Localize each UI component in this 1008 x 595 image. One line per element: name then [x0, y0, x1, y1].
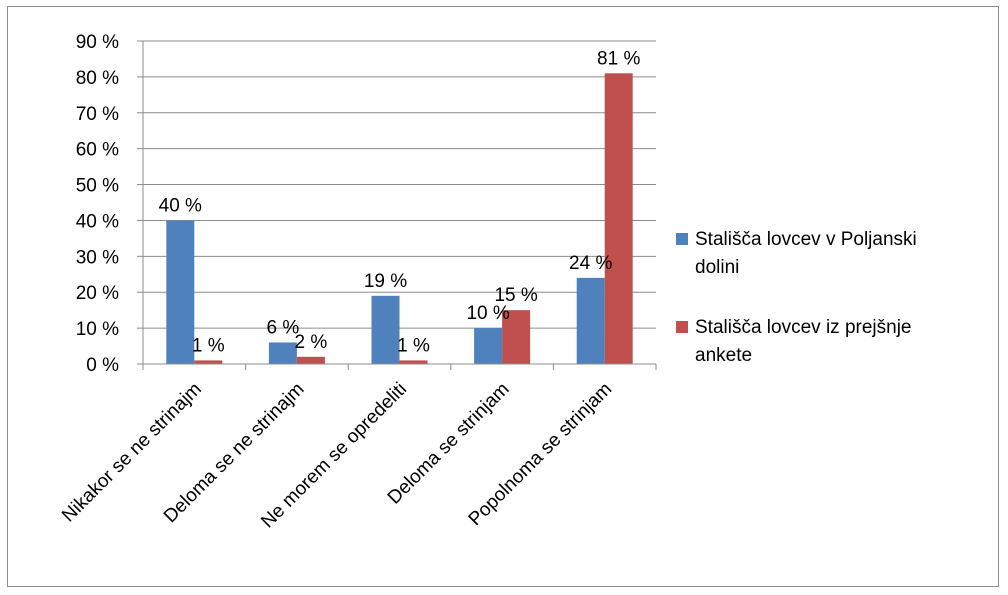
data-label: 15 %: [494, 285, 537, 306]
legend-label: Stališča lovcev v Poljanski: [695, 229, 917, 250]
data-label: 24 %: [569, 253, 612, 274]
data-labels: 40 % 1 % 6 %2 % 19 % 1 % 10 %15 % 24 % 81 %: [159, 48, 641, 356]
legend-label: ankete: [695, 345, 752, 366]
data-label: 81 %: [597, 48, 640, 69]
y-tick-label: 50 %: [76, 176, 119, 197]
data-label: 10 %: [466, 303, 509, 324]
y-tick-label: 0 %: [86, 355, 119, 376]
bar: [194, 360, 223, 364]
legend-swatch: [676, 233, 688, 245]
bar: [576, 277, 605, 364]
y-tick-label: 90 %: [76, 32, 119, 53]
bar: [604, 73, 633, 365]
bar: [474, 328, 503, 364]
y-tick-label: 40 %: [76, 211, 119, 232]
y-tick-label: 60 %: [76, 140, 119, 161]
legend: Stališča lovcev v Poljanski dolini Stališč…: [676, 229, 917, 366]
y-tick-labels: 0 % 10 % 20 % 30 % 40 % 50 % 60 % 70 % 80 % 90 %: [76, 32, 119, 376]
gridlines: [143, 40, 656, 329]
data-label: 6 %: [267, 317, 300, 338]
bar: [296, 356, 325, 364]
bar: [399, 360, 428, 364]
data-label: 1 %: [397, 335, 430, 356]
legend-swatch: [676, 321, 688, 333]
data-label: 2 %: [295, 332, 328, 353]
data-label: 40 %: [159, 195, 202, 216]
data-label: 1 %: [192, 335, 225, 356]
bar: [371, 295, 400, 364]
legend-label: dolini: [695, 257, 739, 278]
axes: [137, 40, 657, 370]
bars: [166, 73, 633, 365]
legend-label: Stališča lovcev iz prejšnje: [695, 317, 911, 338]
y-tick-label: 70 %: [76, 104, 119, 125]
bar: [166, 220, 195, 364]
data-label: 19 %: [364, 271, 407, 292]
bar: [268, 342, 297, 364]
y-tick-label: 30 %: [76, 247, 119, 268]
y-tick-label: 20 %: [76, 283, 119, 304]
bar: [502, 310, 531, 364]
y-tick-label: 80 %: [76, 68, 119, 89]
y-tick-label: 10 %: [76, 319, 119, 340]
